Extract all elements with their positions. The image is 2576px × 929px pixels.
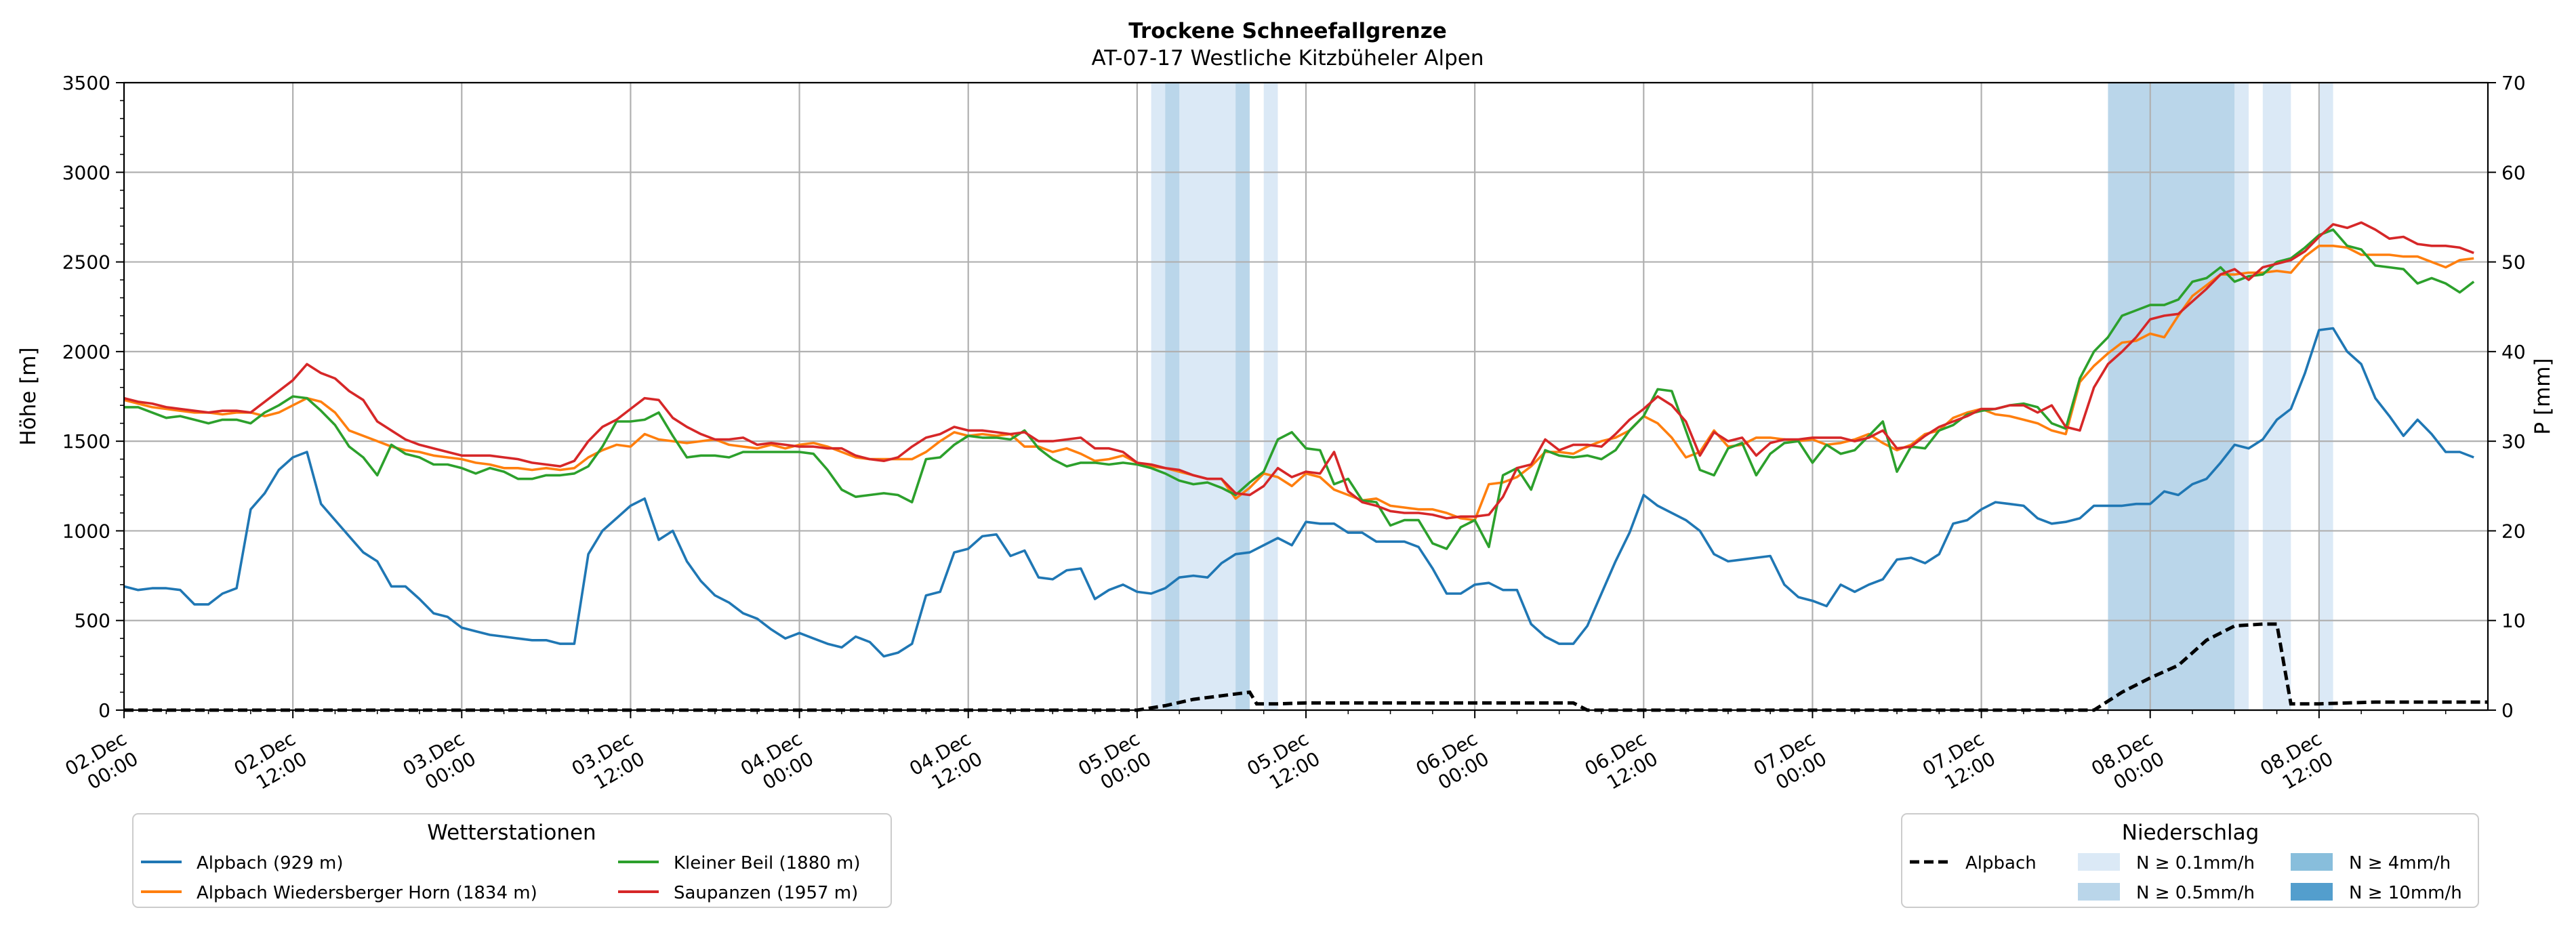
- y-tick-label: 500: [75, 610, 110, 632]
- legend-swatch-precip-1: [2078, 883, 2120, 901]
- legend-label-series-2: Kleiner Beil (1880 m): [674, 853, 861, 873]
- legend-label-series-3: Saupanzen (1957 m): [674, 883, 858, 903]
- y-axis-label: Höhe [m]: [16, 347, 41, 445]
- y2-tick-label: 10: [2501, 610, 2526, 632]
- y2-tick-label: 50: [2501, 251, 2526, 274]
- precip-band: [2234, 83, 2249, 710]
- grid-lines: [123, 81, 2488, 711]
- legend-stations-title: Wetterstationen: [427, 821, 596, 845]
- legend-swatch-precip-3: [2291, 883, 2333, 901]
- x-tick-label: 03.Dec12:00: [568, 727, 649, 800]
- y2-tick-label: 20: [2501, 520, 2526, 542]
- x-axis: 02.Dec00:00 02.Dec12:00 03.Dec00:00 03.Dec1…: [62, 710, 2447, 800]
- legend-stations-frame: [132, 813, 892, 908]
- precip-bands: [1151, 83, 2333, 710]
- y-tick-label: 2000: [62, 341, 110, 363]
- y-tick-label: 3000: [62, 161, 110, 184]
- y2-tick-label: 60: [2501, 161, 2526, 184]
- legend-label-precip-2: N ≥ 4mm/h: [2349, 853, 2451, 873]
- legend-label-series-1: Alpbach Wiedersberger Horn (1834 m): [197, 883, 537, 903]
- legend-swatch-precip-2: [2291, 853, 2333, 871]
- precip-band: [2262, 83, 2291, 710]
- y2-tick-label: 40: [2501, 341, 2526, 363]
- legend-label-precip-line: Alpbach: [1965, 853, 2037, 873]
- chart-title: Trockene Schneefallgrenze: [1128, 19, 1447, 43]
- series-line-2: [124, 228, 2475, 550]
- y2-tick-label: 0: [2501, 699, 2514, 722]
- legend-label-precip-1: N ≥ 0.5mm/h: [2136, 883, 2255, 903]
- precip-band: [2108, 83, 2235, 710]
- legend-label-precip-3: N ≥ 10mm/h: [2349, 883, 2462, 903]
- precip-band: [1235, 83, 1250, 710]
- legend-label-series-0: Alpbach (929 m): [197, 853, 344, 873]
- series-line-3: [123, 221, 2474, 520]
- y-tick-label: 0: [98, 699, 110, 722]
- y2-axis-label: P [mm]: [2531, 358, 2555, 434]
- legend-label-precip-0: N ≥ 0.1mm/h: [2136, 853, 2255, 873]
- y2-tick-label: 30: [2501, 430, 2526, 453]
- legend-precip-title: Niederschlag: [2122, 821, 2260, 845]
- legend-swatch-precip-0: [2078, 853, 2120, 871]
- series-line-0: [123, 327, 2474, 658]
- precip-band: [1263, 83, 1278, 710]
- legend-stations: Wetterstationen Alpbach (929 m) Alpbach …: [132, 813, 892, 908]
- y-tick-label: 2500: [62, 251, 110, 274]
- precip-band: [1165, 83, 1180, 710]
- y-tick-label: 3500: [62, 72, 110, 94]
- chart-subtitle: AT-07-17 Westliche Kitzbüheler Alpen: [1092, 46, 1484, 70]
- y-axis-left: 0 500 1000 1500 2000 2500 3000 3500: [62, 72, 124, 722]
- precip-band: [2318, 83, 2333, 710]
- y-tick-label: 1000: [62, 520, 110, 542]
- legend-precip-frame: [1901, 813, 2479, 908]
- legend-precip: Niederschlag Alpbach N ≥ 0.1mm/h N ≥ 0.5…: [1901, 813, 2479, 908]
- y2-tick-label: 70: [2501, 72, 2526, 94]
- y-axis-right: 0 10 20 30 40 50 60 70: [2488, 72, 2526, 722]
- series-line-1: [123, 245, 2474, 522]
- y-tick-label: 1500: [62, 430, 110, 453]
